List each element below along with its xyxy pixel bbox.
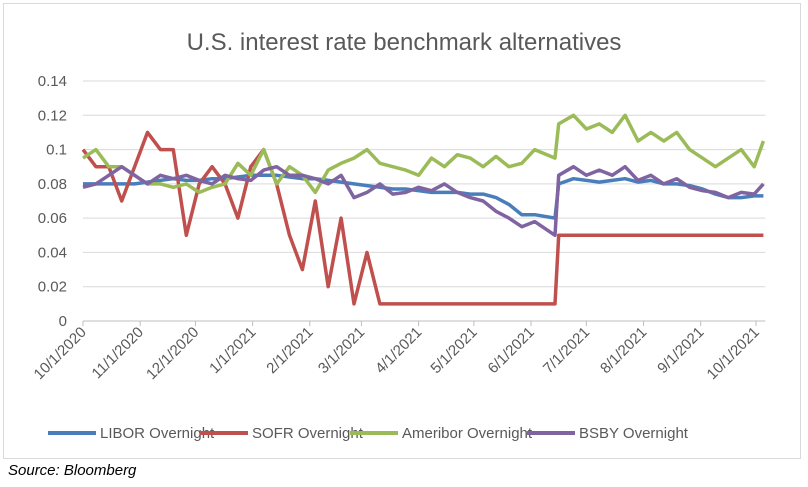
x-tick-label: 5/1/2021 [427, 324, 480, 377]
y-tick-label: 0.14 [38, 73, 67, 90]
y-tick-label: 0 [59, 313, 67, 330]
x-tick-label: 10/1/2021 [704, 324, 763, 383]
legend-item: Ameribor Overnight [350, 425, 533, 442]
x-tick-label: 12/1/2020 [143, 324, 202, 383]
series-line-bsby-overnight [82, 164, 765, 238]
legend-label: SOFR Overnight [252, 425, 364, 442]
x-tick-label: 9/1/2021 [654, 324, 707, 377]
y-tick-label: 0.04 [38, 244, 67, 261]
chart-title: U.S. interest rate benchmark alternative… [187, 29, 622, 56]
x-tick-label: 7/1/2021 [540, 324, 593, 377]
x-tick-label: 6/1/2021 [485, 324, 538, 377]
legend-item: BSBY Overnight [527, 425, 689, 442]
x-tick-label: 8/1/2021 [597, 324, 650, 377]
legend-label: LIBOR Overnight [100, 425, 215, 442]
x-tick-label: 3/1/2021 [315, 324, 368, 377]
series-line-ameribor-overnight [82, 113, 766, 195]
source-note: Source: Bloomberg [8, 462, 137, 479]
y-tick-label: 0.08 [38, 176, 67, 193]
y-tick-label: 0.1 [46, 142, 67, 159]
x-tick-label: 2/1/2021 [263, 324, 316, 377]
y-tick-label: 0.06 [38, 210, 67, 227]
x-tick-label: 10/1/2020 [31, 324, 90, 383]
y-tick-label: 0.12 [38, 107, 67, 124]
x-tick-label: 4/1/2021 [372, 324, 425, 377]
legend-item: SOFR Overnight [200, 425, 364, 442]
x-tick-label: 11/1/2020 [89, 324, 147, 382]
x-tick-label: 1/1/2021 [206, 324, 259, 377]
y-tick-label: 0.02 [38, 279, 67, 296]
legend-item: LIBOR Overnight [48, 425, 215, 442]
legend-label: BSBY Overnight [579, 425, 689, 442]
chart-frame [3, 3, 801, 459]
legend-label: Ameribor Overnight [402, 425, 533, 442]
